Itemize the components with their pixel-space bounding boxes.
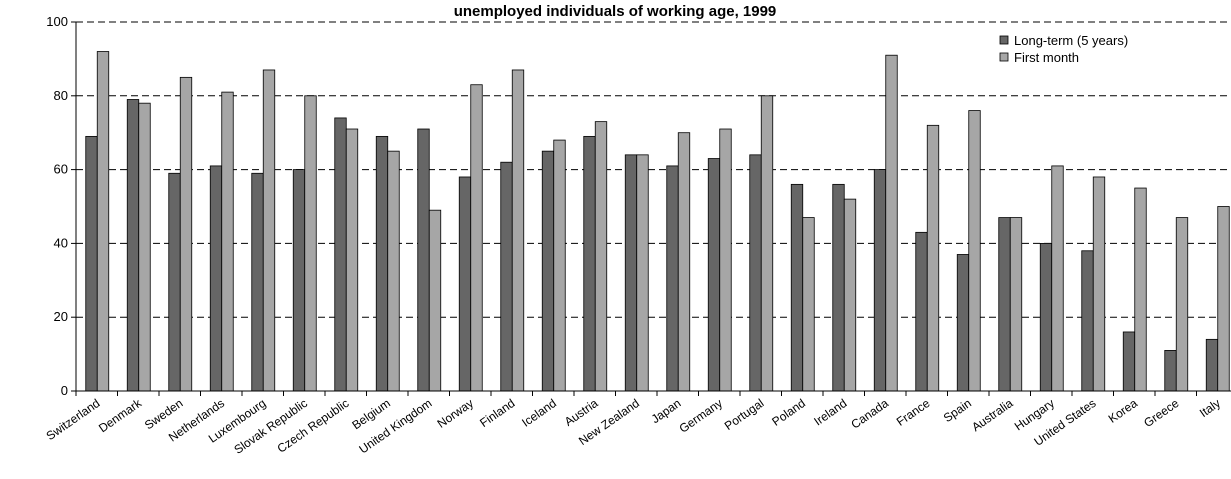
- bar-first-month: [221, 91, 234, 392]
- bar-first-month: [96, 51, 110, 392]
- x-tick-label: Norway: [435, 396, 476, 431]
- bar-first-month: [304, 95, 317, 392]
- x-tick-label: United Kingdom: [356, 396, 434, 456]
- x-tick-label: Portugal: [722, 396, 767, 433]
- bar-first-month: [594, 121, 608, 392]
- bar-long-term: [832, 183, 845, 392]
- bar-long-term: [209, 165, 223, 392]
- x-tick-label: Poland: [769, 396, 808, 429]
- bar-first-month: [387, 150, 400, 392]
- x-tick-label: Canada: [848, 396, 891, 432]
- bar-long-term: [292, 169, 306, 392]
- bar-long-term: [998, 217, 1011, 392]
- bar-long-term: [375, 135, 389, 392]
- bar-first-month: [470, 84, 483, 392]
- bar-long-term: [334, 117, 347, 392]
- y-tick-label: 0: [61, 383, 68, 398]
- bar-first-month: [553, 139, 566, 392]
- bar-long-term: [624, 154, 638, 392]
- y-tick-label: 80: [54, 88, 68, 103]
- bar-long-term: [251, 172, 264, 392]
- x-tick-label: Switzerland: [44, 396, 103, 443]
- bar-first-month: [885, 54, 898, 392]
- bar-first-month: [926, 124, 940, 392]
- bar-first-month: [138, 102, 151, 392]
- x-tick-label: Japan: [649, 396, 684, 426]
- bar-long-term: [790, 183, 804, 392]
- bar-first-month: [760, 95, 774, 392]
- bar-first-month: [262, 69, 276, 392]
- y-tick-label: 40: [54, 235, 68, 250]
- x-tick-label: Italy: [1197, 396, 1223, 420]
- x-tick-label: Iceland: [519, 396, 559, 430]
- bar-long-term: [1039, 242, 1053, 392]
- bar-first-month: [345, 128, 359, 392]
- bar-long-term: [1122, 331, 1136, 392]
- bar-long-term: [749, 154, 762, 392]
- y-tick-label: 20: [54, 309, 68, 324]
- bar-long-term: [915, 231, 928, 392]
- bar-first-month: [1134, 187, 1147, 392]
- bar-first-month: [1051, 165, 1064, 392]
- bar-first-month: [802, 217, 815, 392]
- x-tick-label: Spain: [941, 396, 974, 425]
- x-tick-label: Slovak Republic: [231, 396, 310, 457]
- bar-first-month: [1009, 217, 1023, 392]
- x-tick-label: Germany: [677, 396, 725, 436]
- y-tick-label: 60: [54, 162, 68, 177]
- bar-long-term: [707, 158, 721, 392]
- legend: Long-term (5 years) First month: [999, 33, 1128, 65]
- bar-long-term: [417, 128, 430, 392]
- bar-long-term: [956, 254, 970, 392]
- bar-long-term: [1081, 250, 1094, 392]
- bar-first-month: [968, 110, 981, 392]
- bars: [85, 51, 1230, 392]
- bar-long-term: [168, 172, 181, 392]
- y-tick-label: 100: [46, 14, 68, 29]
- bar-first-month: [843, 198, 857, 392]
- legend-swatch: [999, 35, 1009, 45]
- bar-long-term: [541, 150, 555, 392]
- legend-swatch: [999, 52, 1009, 62]
- x-tick-label: Denmark: [96, 395, 145, 435]
- bar-long-term: [666, 165, 679, 392]
- x-tick-label: Ireland: [811, 396, 849, 429]
- bar-first-month: [636, 154, 649, 392]
- legend-label: First month: [1014, 50, 1079, 65]
- bar-long-term: [1205, 338, 1219, 392]
- bar-first-month: [428, 209, 442, 392]
- bar-long-term: [458, 176, 472, 392]
- bar-first-month: [511, 69, 525, 392]
- bar-first-month: [1175, 217, 1189, 392]
- bar-long-term: [500, 161, 513, 392]
- bar-long-term: [85, 135, 98, 392]
- chart-title: unemployed individuals of working age, 1…: [454, 3, 777, 20]
- legend-label: Long-term (5 years): [1014, 33, 1128, 48]
- x-tick-label: Korea: [1106, 396, 1141, 426]
- bar-first-month: [719, 128, 732, 392]
- bar-first-month: [179, 76, 193, 392]
- x-tick-label: Finland: [477, 396, 517, 430]
- bar-long-term: [1164, 350, 1177, 392]
- bar-long-term: [126, 99, 140, 392]
- bar-long-term: [583, 135, 596, 392]
- bar-first-month: [1092, 176, 1106, 392]
- x-tick-label: Australia: [969, 396, 1016, 434]
- bar-first-month: [677, 132, 691, 392]
- bar-first-month: [1217, 206, 1230, 392]
- x-tick-label: Greece: [1141, 396, 1182, 430]
- bar-long-term: [873, 169, 887, 392]
- x-tick-label: France: [894, 396, 933, 429]
- x-tick-label: Czech Republic: [275, 396, 352, 456]
